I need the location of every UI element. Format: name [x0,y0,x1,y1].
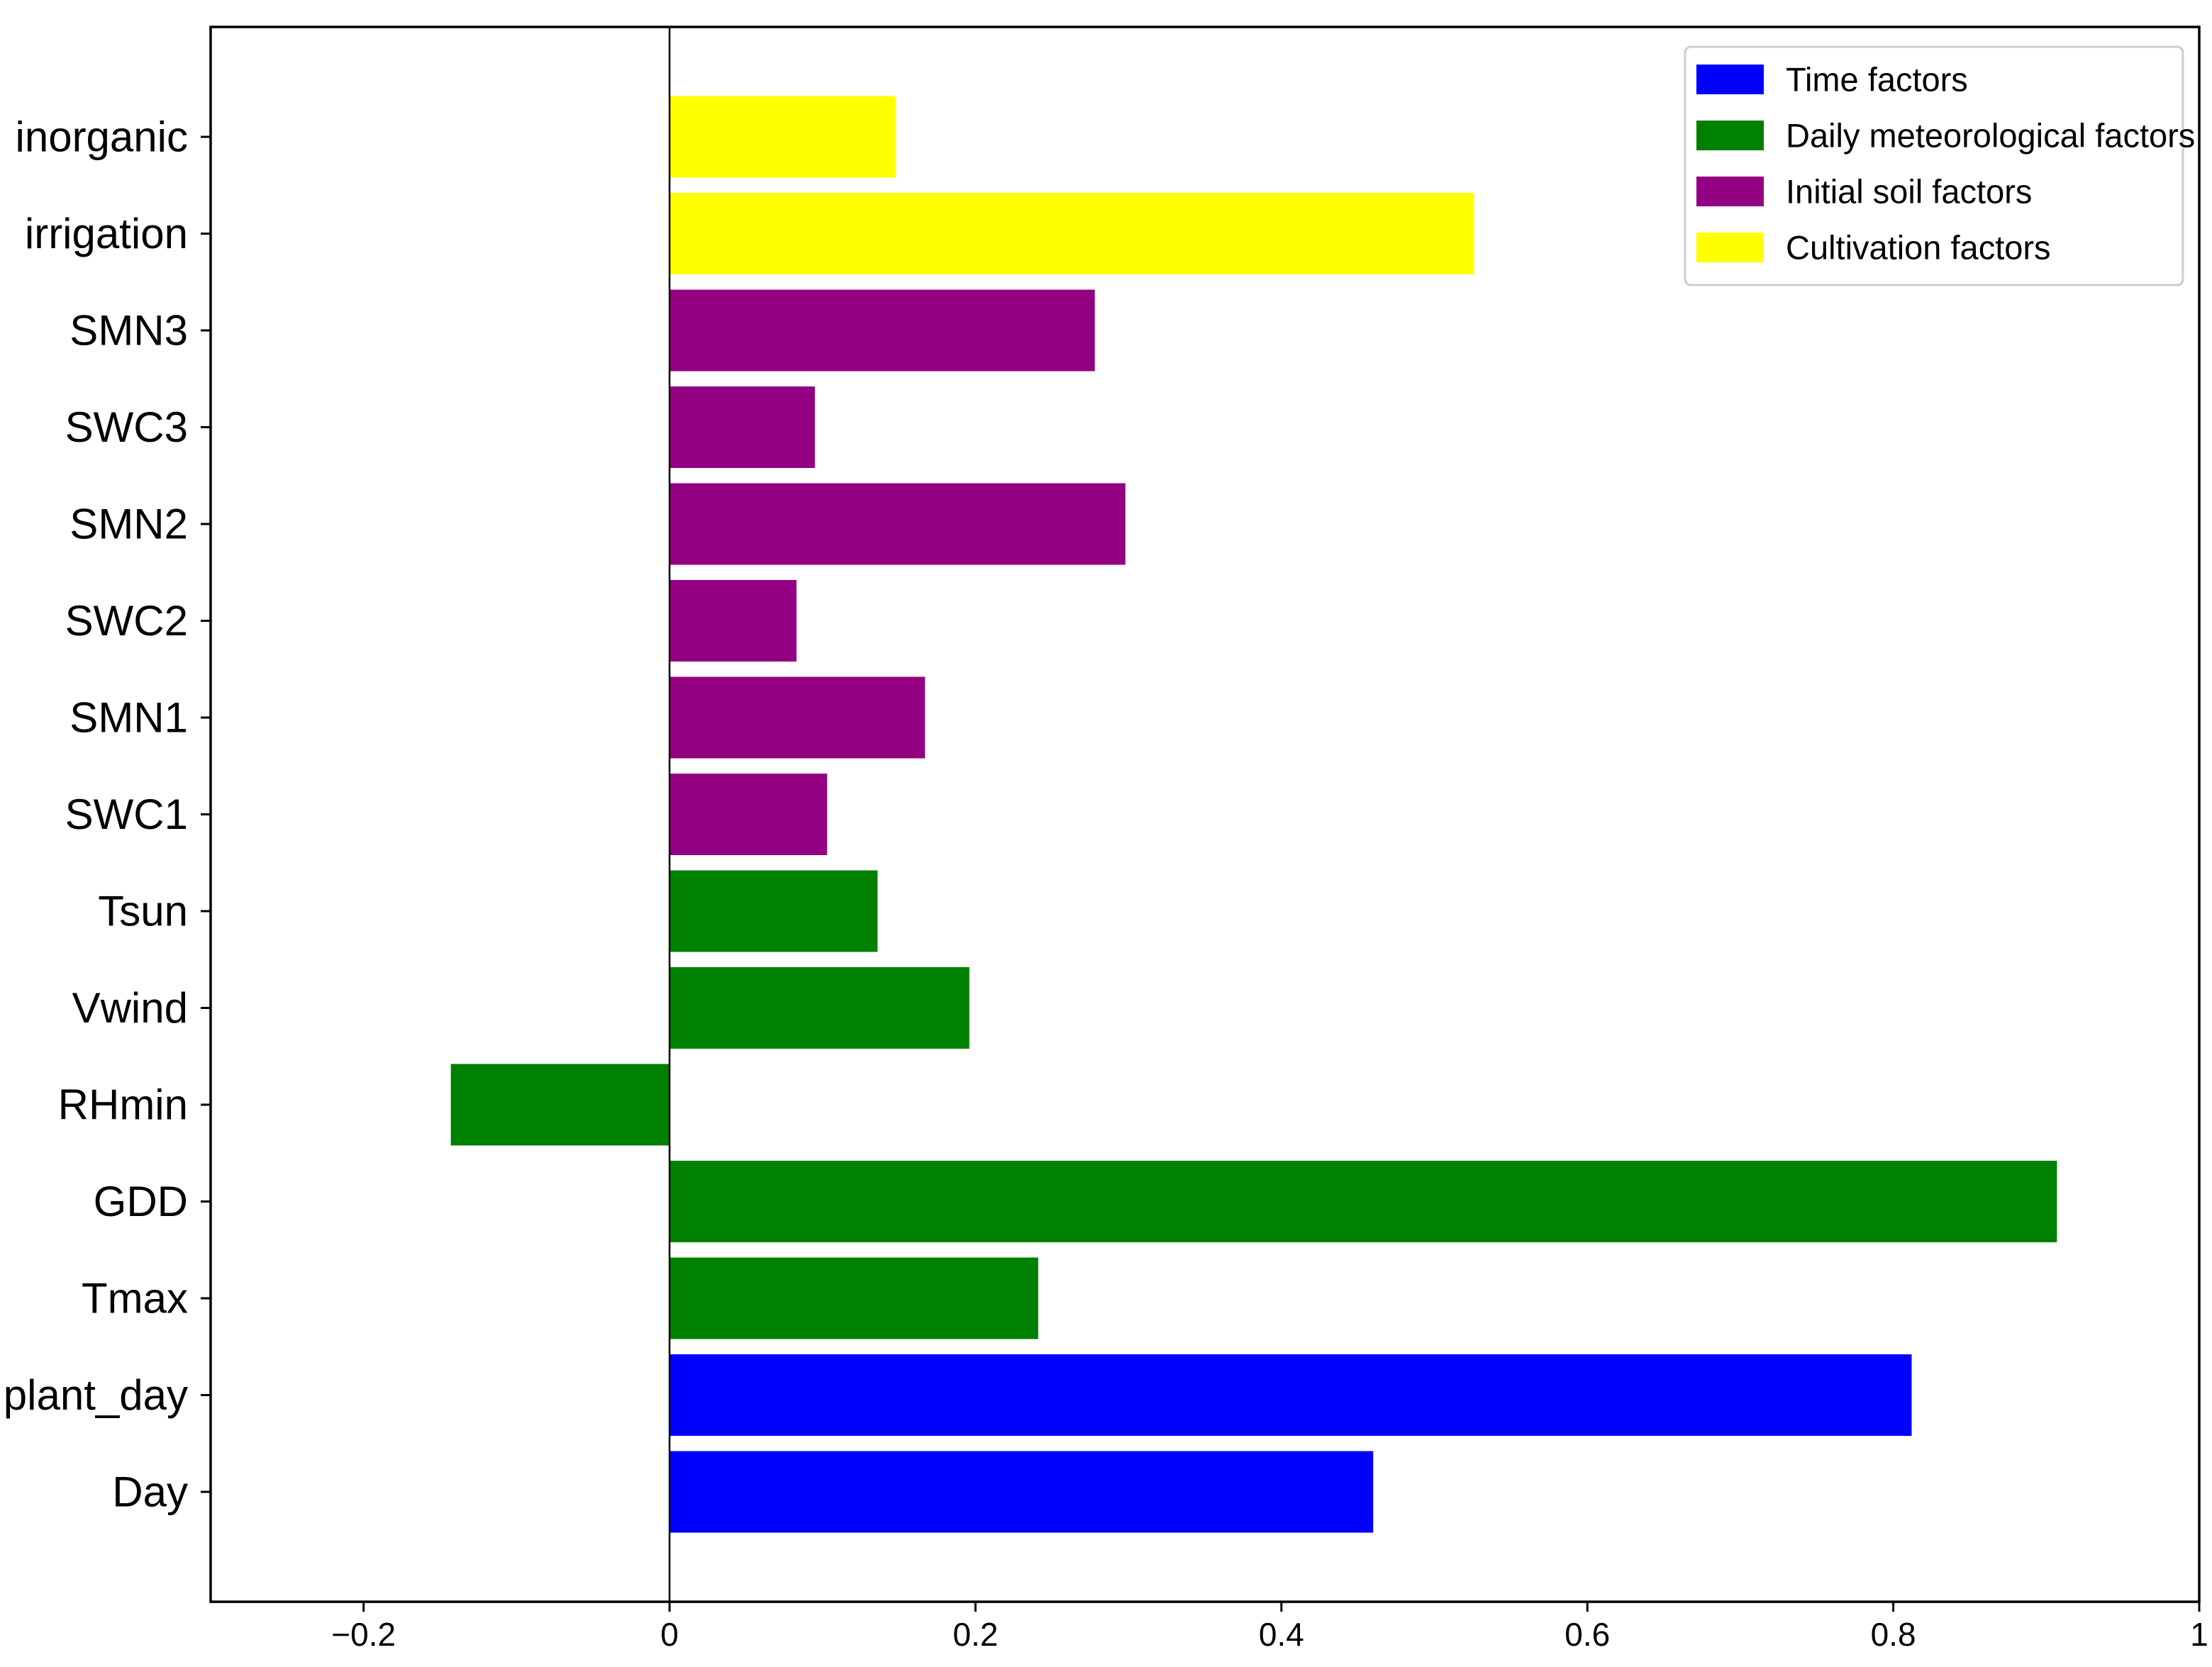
y-tick-label-tmax: Tmax [82,1275,188,1322]
y-tick-label-irrigation: irrigation [25,210,188,257]
bar-vwind [669,967,969,1049]
legend-swatch-time [1696,65,1764,94]
bar-irrigation [669,193,1474,274]
y-tick-label-inorganic: inorganic [16,113,189,161]
bar-day [669,1451,1374,1533]
y-tick-label-vwind: Vwind [72,984,188,1032]
bar-swc2 [669,580,797,662]
legend-swatch-soil [1696,177,1764,206]
bar-tmax [669,1257,1038,1339]
y-tick-label-rhmin: RHmin [58,1081,188,1129]
legend-swatch-meteo [1696,121,1764,150]
y-tick-label-swc1: SWC1 [65,791,188,838]
x-tick-label: 0 [660,1616,679,1653]
legend-label-time: Time factors [1786,61,1968,99]
x-tick-label: 0.6 [1564,1616,1610,1653]
x-tick-label: 0.4 [1259,1616,1304,1653]
bar-gdd [669,1161,2057,1242]
legend-swatch-cult [1696,233,1764,262]
bar-tsun [669,870,878,952]
y-tick-label-plant-day: plant_day [4,1371,188,1419]
y-tick-label-smn2: SMN2 [70,501,188,548]
x-axis: −0.2 0 0.2 0.4 0.6 0.8 1 [331,1602,2208,1653]
bar-rhmin [450,1064,670,1146]
bar-smn1 [669,676,926,759]
legend-label-meteo: Daily meteorological factors [1786,117,2195,155]
legend-label-cult: Cultivation factors [1786,229,2051,267]
y-axis: Day plant_day Tmax GDD RHmin Vwind Tsun SWC1 SMN… [4,113,211,1516]
bar-smn2 [669,483,1126,565]
y-tick-label-smn3: SMN3 [70,307,188,355]
x-tick-label: 0.2 [952,1616,998,1653]
legend: Time factors Daily meteorological factors… [1684,45,2195,286]
y-tick-label-smn1: SMN1 [70,694,188,742]
legend-box [1684,45,2184,286]
y-tick-label-day: Day [112,1468,188,1516]
y-tick-label-gdd: GDD [94,1178,188,1225]
bar-smn3 [669,289,1095,372]
bars-group [450,96,2057,1533]
bar-plant-day [669,1354,1912,1436]
bar-inorganic [669,96,896,178]
bar-swc3 [669,386,815,468]
x-tick-label: 0.8 [1871,1616,1916,1653]
y-tick-label-swc3: SWC3 [65,403,188,451]
y-tick-label-tsun: Tsun [98,888,188,935]
x-tick-label: 1 [2190,1616,2208,1653]
y-tick-label-swc2: SWC2 [65,597,188,645]
bar-swc1 [669,774,828,855]
legend-label-soil: Initial soil factors [1786,173,2032,211]
x-tick-label: −0.2 [331,1616,396,1653]
